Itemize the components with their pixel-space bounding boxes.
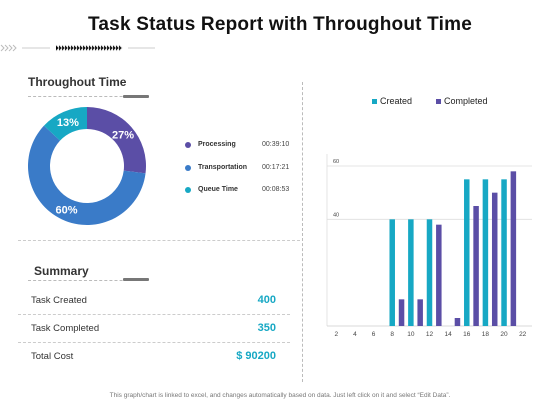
legend-time-transportation: 00:17:21 <box>262 164 290 171</box>
throughout-heading: Throughout Time <box>28 75 127 89</box>
vertical-divider <box>302 82 303 382</box>
bar-created-8 <box>389 219 395 326</box>
legend-swatch-created <box>372 99 377 105</box>
footer-note: This graph/chart is linked to excel, and… <box>109 392 451 399</box>
legend-label-transportation: Transportation <box>198 164 248 171</box>
legend-label-completed: Completed <box>444 96 488 106</box>
summary-heading: Summary <box>34 264 89 278</box>
chevron-icons <box>0 44 17 52</box>
legend-dot-queue-time <box>185 187 191 193</box>
x-tick-label: 22 <box>519 331 527 338</box>
summary-underline <box>28 280 148 281</box>
bar-completed-19 <box>491 192 498 326</box>
donut-label-transportation: 60% <box>56 204 78 216</box>
bar-created-12 <box>426 219 433 326</box>
x-tick-label: 10 <box>407 331 415 338</box>
bar-completed-17 <box>473 206 479 326</box>
donut-label-processing: 27% <box>112 129 134 141</box>
bar-completed-9 <box>398 299 405 326</box>
y-tick-label: 60 <box>333 159 339 165</box>
page-title: Task Status Report with Throughout Time <box>88 14 472 35</box>
summary-label-total-cost: Total Cost <box>31 351 74 362</box>
legend-swatch-completed <box>436 99 441 105</box>
cross-icons <box>55 44 123 52</box>
donut-chart: 27% 60% 13% <box>27 107 146 225</box>
throughout-underline <box>28 96 148 97</box>
summary-label-task-completed: Task Completed <box>31 323 100 334</box>
y-tick-label: 40 <box>333 212 339 218</box>
legend-dot-transportation <box>185 165 191 171</box>
summary-value-task-created: 400 <box>257 294 276 306</box>
donut-slice-transportation <box>27 125 146 225</box>
legend-label-created: Created <box>380 96 413 106</box>
x-tick-label: 14 <box>445 331 453 338</box>
legend-time-queue-time: 00:08:53 <box>262 186 290 193</box>
summary-label-task-created: Task Created <box>31 295 87 306</box>
section-divider <box>18 240 300 241</box>
bar-completed-11 <box>417 299 423 326</box>
summary-underline-accent <box>123 278 149 281</box>
decorative-arrows <box>0 44 155 52</box>
summary-value-task-completed: 350 <box>257 322 276 334</box>
legend-label-processing: Processing <box>198 141 236 148</box>
bar-completed-21 <box>510 171 517 326</box>
bar-legend-completed: Completed <box>436 96 488 106</box>
bar-created-10 <box>408 219 414 326</box>
donut-label-queue-time: 13% <box>57 117 79 129</box>
bar-chart: 40 60 2 4 6 8 10 12 14 16 18 20 22 <box>326 154 532 338</box>
summary-row-divider <box>18 342 290 343</box>
x-tick-label: 4 <box>353 331 357 338</box>
bar-legend-created: Created <box>372 96 412 106</box>
bar-created-16 <box>464 179 470 326</box>
x-tick-label: 8 <box>390 331 394 338</box>
bar-completed-15 <box>454 318 461 326</box>
x-tick-label: 18 <box>482 331 490 338</box>
x-tick-label: 16 <box>463 331 471 338</box>
x-tick-label: 20 <box>500 331 508 338</box>
donut-slice-processing <box>87 107 146 174</box>
legend-time-processing: 00:39:10 <box>262 141 290 148</box>
bar-created-18 <box>482 179 489 326</box>
bar-completed-13 <box>436 224 442 326</box>
bar-created-20 <box>501 179 507 326</box>
legend-label-queue-time: Queue Time <box>198 186 238 193</box>
summary-value-total-cost: $ 90200 <box>236 350 276 362</box>
throughout-underline-accent <box>123 95 149 98</box>
x-tick-label: 2 <box>335 331 339 338</box>
summary-row-divider <box>18 314 290 315</box>
x-tick-label: 12 <box>426 331 434 338</box>
legend-dot-processing <box>185 142 191 148</box>
x-tick-label: 6 <box>372 331 376 338</box>
donut-slice-queue-time <box>43 107 87 141</box>
